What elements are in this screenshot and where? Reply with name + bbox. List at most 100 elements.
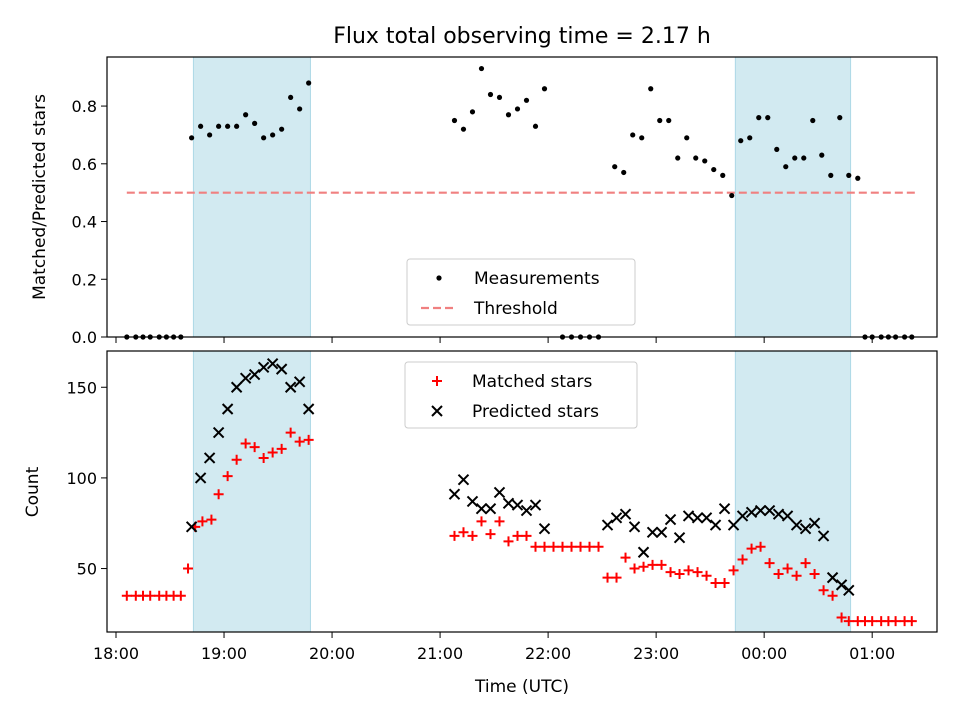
measurement-point <box>756 115 762 121</box>
matched-star-point <box>611 572 622 583</box>
measurement-point <box>738 138 744 144</box>
measurement-point <box>198 123 204 129</box>
predicted-star-point <box>619 508 632 520</box>
matched-star-point <box>809 568 820 579</box>
matched-star-point <box>267 447 278 458</box>
predicted-star-point <box>275 363 288 375</box>
matched-star-point <box>620 552 631 563</box>
bottom-panel: 50 100 150 18:00 19:00 20:00 21:00 22:00 23:00 00… <box>66 350 938 663</box>
shaded-interval <box>734 56 852 338</box>
predicted-star-point <box>682 510 695 522</box>
matched-star-point <box>656 559 667 570</box>
y-tick-label: 0.0 <box>72 328 97 347</box>
predicted-star-point <box>736 510 749 522</box>
measurement-point <box>478 65 485 72</box>
predicted-star-point <box>212 426 225 439</box>
shaded-interval <box>734 350 852 633</box>
matched-star-point <box>539 541 550 552</box>
predicted-star-point <box>799 522 812 535</box>
predicted-star-point <box>502 497 515 509</box>
measurement-point <box>720 172 726 178</box>
measurement-point <box>243 112 249 118</box>
legend-label: Predicted stars <box>472 402 599 422</box>
top-panel: 0.0 0.2 0.4 0.6 0.8 Measurements Threshold <box>72 56 938 347</box>
measurement-point <box>505 112 512 118</box>
matched-star-point <box>213 489 224 500</box>
predicted-star-point <box>610 512 623 524</box>
top-y-axis-label: Matched/Predicted stars <box>30 94 50 300</box>
predicted-star-point <box>457 474 470 486</box>
measurement-point <box>541 86 548 92</box>
measurement-point <box>225 123 231 129</box>
matched-star-point <box>764 558 775 569</box>
measurement-point <box>792 155 798 161</box>
measurement-point <box>729 192 735 199</box>
predicted-star-point <box>745 506 758 519</box>
predicted-star-point <box>628 521 641 533</box>
matched-star-point <box>800 558 811 569</box>
matched-star-point <box>638 561 649 572</box>
x-tick-label: 00:00 <box>741 644 787 663</box>
legend-marker-measurements <box>436 275 442 281</box>
predicted-star-point <box>709 519 722 531</box>
x-tick-label: 19:00 <box>201 644 247 663</box>
measurement-point <box>666 117 672 124</box>
matched-star-point <box>557 541 568 552</box>
predicted-star-point <box>655 526 668 538</box>
matched-star-point <box>566 541 577 552</box>
predicted-star-point <box>826 571 839 584</box>
predicted-star-point <box>448 488 461 500</box>
x-tick-label: 23:00 <box>633 644 679 663</box>
predicted-star-point <box>293 376 306 388</box>
y-tick-label: 100 <box>66 469 97 488</box>
predicted-star-point <box>511 499 524 511</box>
predicted-star-point <box>475 503 488 515</box>
measurement-point <box>837 115 843 121</box>
matched-star-point <box>145 590 156 601</box>
measurement-point <box>252 120 258 126</box>
predicted-star-point <box>754 504 767 517</box>
matched-star-point <box>674 568 685 579</box>
predicted-star-point <box>843 584 855 597</box>
matched-star-point <box>843 616 854 627</box>
measurement-point <box>828 172 834 178</box>
measurement-point <box>801 155 807 161</box>
measurement-point <box>234 123 240 129</box>
matched-star-point <box>467 530 478 541</box>
legend-marker-predicted <box>431 405 443 417</box>
matched-star-point <box>584 541 595 552</box>
shaded-interval <box>192 350 311 633</box>
x-tick-label: 01:00 <box>849 644 895 663</box>
measurement-point <box>279 126 285 132</box>
matched-star-point <box>782 563 793 574</box>
predicted-star-point <box>221 403 234 415</box>
measurement-point <box>846 172 852 178</box>
measurement-point <box>469 109 476 115</box>
y-tick-label: 150 <box>66 378 97 397</box>
predicted-star-point <box>529 499 542 511</box>
matched-star-point <box>755 541 766 552</box>
predicted-star-point <box>203 452 216 464</box>
predicted-star-point <box>673 532 686 544</box>
matched-star-point <box>476 516 487 527</box>
measurement-point <box>774 146 780 152</box>
matched-star-point <box>222 471 233 482</box>
matched-star-point <box>240 438 251 449</box>
measurement-point <box>693 155 699 161</box>
predicted-star-point <box>194 472 207 484</box>
predicted-star-point <box>538 522 551 535</box>
measurement-point <box>639 135 645 141</box>
matched-star-point <box>258 452 269 463</box>
measurement-point <box>514 106 521 112</box>
measurement-point <box>711 166 717 173</box>
matched-star-point <box>728 565 739 576</box>
predicted-star-point <box>781 510 794 522</box>
measurement-point <box>270 132 276 138</box>
y-tick-label: 50 <box>77 560 97 579</box>
matched-star-point <box>593 541 604 552</box>
matched-star-point <box>485 529 496 540</box>
matched-star-point <box>692 567 703 578</box>
matched-star-point <box>521 530 532 541</box>
matched-star-point <box>906 616 917 627</box>
matched-star-point <box>827 590 838 601</box>
